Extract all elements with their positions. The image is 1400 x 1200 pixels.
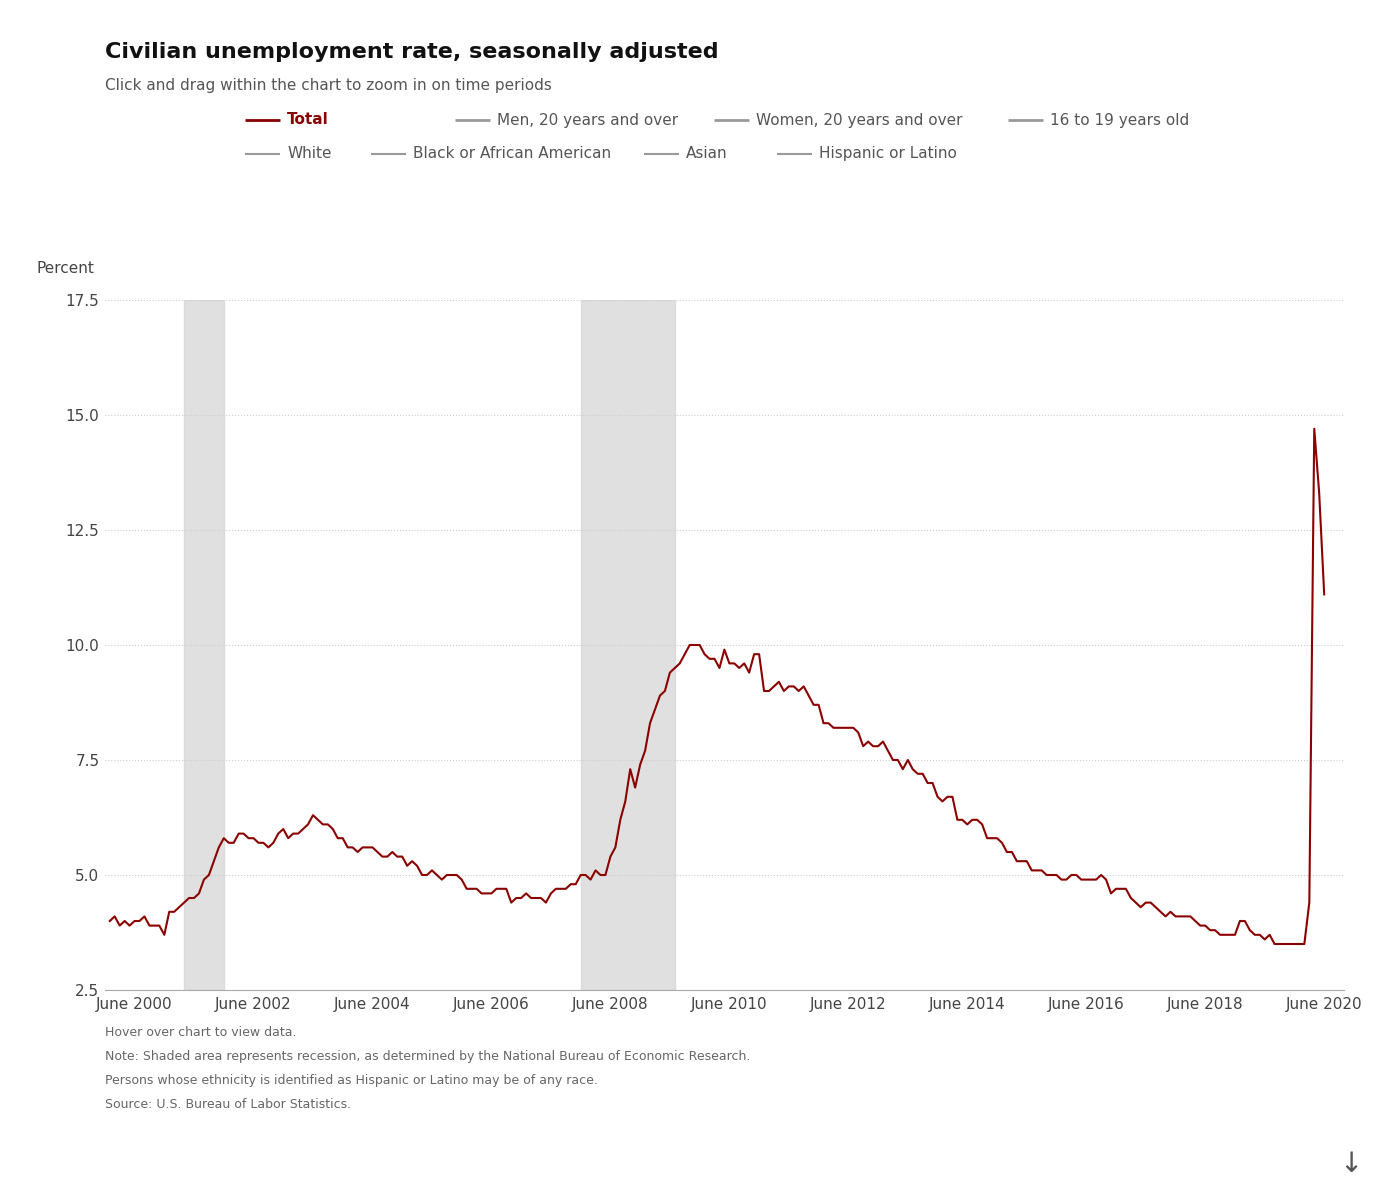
Text: Hispanic or Latino: Hispanic or Latino	[819, 146, 956, 161]
Text: Men, 20 years and over: Men, 20 years and over	[497, 113, 678, 127]
Bar	[185, 300, 224, 990]
Text: Persons whose ethnicity is identified as Hispanic or Latino may be of any race.: Persons whose ethnicity is identified as…	[105, 1074, 598, 1087]
Text: Source: U.S. Bureau of Labor Statistics.: Source: U.S. Bureau of Labor Statistics.	[105, 1098, 351, 1111]
Text: 16 to 19 years old: 16 to 19 years old	[1050, 113, 1189, 127]
Bar	[581, 300, 675, 990]
Text: Hover over chart to view data.: Hover over chart to view data.	[105, 1026, 297, 1039]
Text: Black or African American: Black or African American	[413, 146, 612, 161]
Text: Click and drag within the chart to zoom in on time periods: Click and drag within the chart to zoom …	[105, 78, 552, 92]
Text: Asian: Asian	[686, 146, 728, 161]
Text: Total: Total	[287, 113, 329, 127]
Text: Note: Shaded area represents recession, as determined by the National Bureau of : Note: Shaded area represents recession, …	[105, 1050, 750, 1063]
Text: ↓: ↓	[1340, 1150, 1362, 1178]
Text: Percent: Percent	[36, 260, 95, 276]
Text: Civilian unemployment rate, seasonally adjusted: Civilian unemployment rate, seasonally a…	[105, 42, 718, 62]
Text: White: White	[287, 146, 332, 161]
Text: Women, 20 years and over: Women, 20 years and over	[756, 113, 963, 127]
